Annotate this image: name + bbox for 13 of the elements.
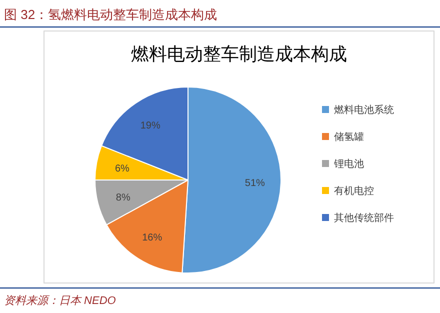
data-label: 19% [140, 120, 160, 132]
caption: 图 32：氢燃料电动整车制造成本构成 [4, 7, 218, 22]
chart-title: 燃料电动整车制造成本构成 [131, 44, 347, 64]
data-label: 16% [142, 232, 162, 244]
legend-label: 燃料电池系统 [334, 104, 394, 116]
legend-label: 其他传统部件 [334, 212, 394, 224]
legend-label: 有机电控 [334, 185, 374, 197]
legend-label: 锂电池 [333, 158, 364, 170]
data-label: 8% [116, 192, 130, 204]
text: 资料来源：日本 NEDO [4, 294, 116, 307]
data-label: 6% [115, 163, 130, 174]
legend-label: 储氢罐 [334, 131, 364, 143]
data-label: 51% [244, 178, 266, 190]
